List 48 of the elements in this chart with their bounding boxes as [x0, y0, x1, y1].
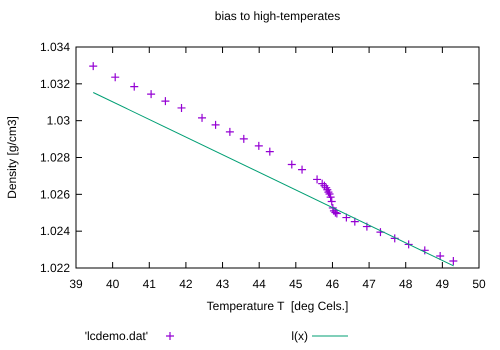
point — [265, 147, 274, 156]
point — [88, 62, 98, 71]
point — [404, 240, 414, 250]
point — [420, 246, 430, 255]
point — [362, 222, 372, 232]
y-tick-label: 1.032 — [40, 76, 70, 91]
legend-label: l(x) — [291, 329, 308, 343]
point — [287, 160, 296, 170]
point — [297, 165, 307, 174]
point — [436, 251, 445, 261]
point — [448, 256, 458, 266]
x-tick-label: 43 — [216, 277, 230, 291]
y-tick-label: 1.022 — [40, 261, 70, 275]
point — [130, 82, 139, 92]
x-tick-label: 48 — [399, 277, 413, 291]
point — [239, 134, 248, 144]
x-axis-title: Temperature T [deg Cels.] — [206, 299, 348, 313]
x-tick-label: 45 — [289, 277, 303, 291]
y-tick-label: 1.026 — [40, 187, 70, 202]
y-tick-label: 1.024 — [40, 224, 70, 238]
x-tick-label: 49 — [436, 277, 450, 291]
point — [254, 141, 264, 150]
point — [210, 120, 220, 130]
x-tick-label: 41 — [142, 277, 156, 291]
chart-title: bias to high-temperates — [214, 9, 340, 23]
point — [390, 234, 400, 243]
point — [350, 216, 360, 226]
point — [146, 90, 156, 99]
point — [327, 196, 336, 206]
y-axis-title: Density [g/cm3] — [5, 116, 19, 199]
point — [376, 227, 386, 237]
point — [160, 96, 170, 106]
x-tick-label: 42 — [179, 277, 193, 291]
x-tick-label: 47 — [362, 277, 376, 291]
x-tick-label: 50 — [472, 277, 486, 291]
legend-label: 'lcdemo.dat' — [84, 329, 148, 343]
x-tick-label: 46 — [326, 277, 340, 291]
point — [110, 72, 120, 82]
x-tick-label: 40 — [106, 277, 120, 291]
y-tick-label: 1.03 — [46, 114, 70, 128]
y-tick-label: 1.028 — [40, 150, 70, 164]
point — [342, 212, 351, 222]
point — [197, 113, 207, 123]
point — [225, 127, 234, 136]
x-tick-label: 39 — [69, 277, 83, 291]
y-tick-label: 1.034 — [40, 40, 70, 54]
x-tick-label: 44 — [252, 277, 266, 291]
point — [176, 103, 186, 113]
